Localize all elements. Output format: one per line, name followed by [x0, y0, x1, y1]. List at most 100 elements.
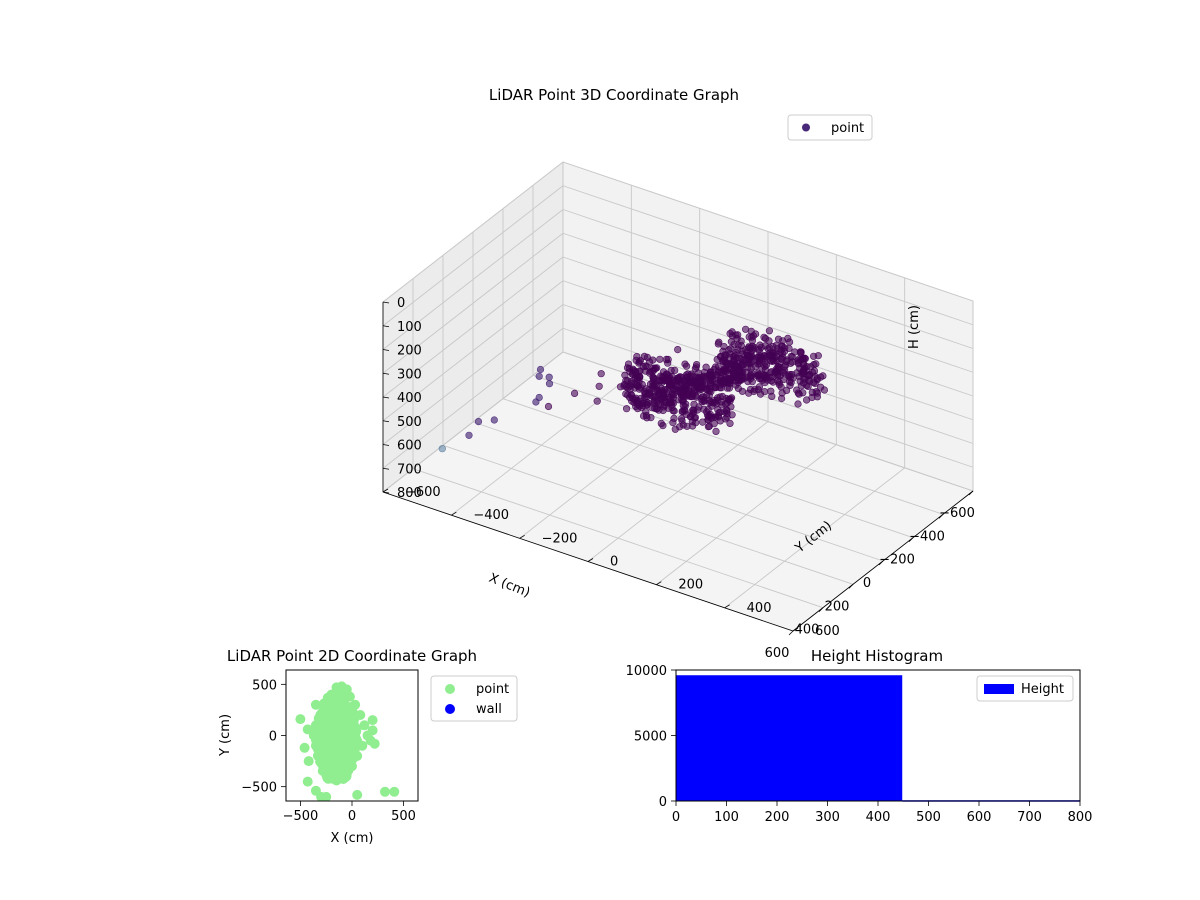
z-tick-label: 300 [397, 367, 422, 382]
x-tick [908, 537, 914, 542]
scatter-point [706, 410, 714, 418]
y-tick [587, 558, 594, 562]
scatter-point [641, 394, 649, 402]
x-tick [818, 607, 824, 612]
z-tick [382, 420, 390, 423]
scatter-point [765, 327, 774, 335]
scatter-point [720, 343, 728, 351]
scatter-point [474, 418, 483, 426]
scatter-point [649, 373, 658, 382]
scatter-point [730, 370, 738, 378]
scatter-2d-point [350, 728, 361, 739]
scatter-2d-point [299, 742, 310, 753]
scatter-point [775, 381, 783, 389]
x-tick-label: 500 [916, 810, 941, 825]
scatter-point [727, 394, 736, 402]
chart-2d-title: LiDAR Point 2D Coordinate Graph [227, 647, 477, 665]
scatter-point [597, 370, 605, 378]
scatter-point [746, 375, 755, 383]
scatter-point [782, 361, 790, 369]
grid-y-floor [451, 374, 632, 516]
x-tick [788, 630, 794, 636]
scatter-point [762, 374, 770, 382]
scatter-2d-point [326, 740, 337, 751]
scatter-point [750, 343, 758, 351]
scatter-point [757, 343, 765, 351]
scatter-2d-point [367, 725, 378, 736]
height-histogram-chart: Height Histogram 0 100 200 300 400 500 600 700 8… [626, 647, 1093, 825]
x-tick-label: −600 [939, 506, 975, 521]
y-tick [792, 627, 799, 632]
scatter-point [809, 352, 818, 360]
scatter-point [544, 402, 553, 411]
y-tick-label: −600 [405, 485, 441, 500]
scatter-point [805, 371, 814, 380]
scatter-point [796, 377, 804, 385]
scatter-point [652, 364, 660, 373]
scatter-point [690, 383, 698, 391]
chart-3d-ticks: −600−400−2000200400600−600−400−200020040… [382, 296, 975, 661]
grid-z-back-y [562, 256, 974, 397]
scatter-point [656, 372, 665, 380]
y-tick [382, 488, 389, 493]
scatter-point [754, 371, 762, 379]
scatter-2d-point [318, 761, 329, 772]
chart-2d-xlabel: X (cm) [331, 831, 374, 846]
scatter-point [749, 332, 758, 340]
grid-z-back-x [382, 161, 564, 303]
z-tick-label: 0 [397, 296, 405, 311]
scatter-point [465, 431, 473, 439]
z-tick-label: 800 [397, 486, 422, 501]
scatter-point [545, 373, 553, 381]
scatter-point [642, 412, 651, 420]
grid-y-floor [587, 421, 769, 562]
x-tick-label: 200 [825, 599, 850, 614]
scatter-point [794, 400, 802, 408]
histogram-title: Height Histogram [811, 647, 943, 665]
scatter-point [622, 405, 631, 413]
y-tick-label: 0 [269, 730, 277, 745]
y-tick [656, 581, 662, 586]
scatter-2d-point [347, 710, 357, 720]
scatter-2d-point [295, 714, 306, 725]
scatter-2d-point [336, 730, 347, 741]
grid-z-back-y [562, 327, 974, 468]
scatter-2d-point [341, 745, 352, 756]
x-tick-label: 600 [765, 646, 790, 661]
scatter-point [490, 416, 498, 424]
scatter-point [737, 342, 745, 350]
scatter-point [621, 371, 629, 379]
scatter-2d-point [357, 740, 368, 751]
y-tick [724, 604, 730, 609]
scatter-point [718, 392, 727, 401]
scatter-point [650, 398, 658, 406]
grid-z-back-x [382, 209, 564, 350]
scatter-2d-point [367, 715, 378, 726]
scatter-point [812, 360, 820, 368]
histogram-legend: Height [976, 675, 1074, 702]
histogram-bar [676, 675, 903, 801]
scatter-point [716, 408, 724, 416]
x-tick-label: −500 [283, 809, 319, 824]
scatter-2d-point [314, 751, 324, 761]
scatter-point [745, 352, 753, 360]
scatter-point [716, 384, 724, 392]
scatter-point [678, 388, 686, 396]
y-tick-label: 200 [678, 578, 703, 593]
grid-y-floor [724, 467, 905, 609]
scatter-point [725, 346, 733, 354]
scatter-point [705, 371, 713, 379]
x-tick-label: 100 [714, 810, 739, 825]
histogram-legend-label: Height [1021, 682, 1064, 697]
scatter-point [627, 378, 635, 386]
scatter-point [799, 368, 808, 376]
scatter-point [816, 383, 825, 391]
scatter-2d-point [310, 699, 321, 710]
z-tick [382, 349, 390, 351]
scatter-point [535, 393, 543, 402]
z-tick [382, 467, 390, 470]
x-tick-label: 400 [795, 623, 820, 638]
chart-2d-legend: point wall [430, 675, 518, 722]
z-tick [382, 396, 390, 399]
grid-z-back-x [382, 185, 564, 327]
